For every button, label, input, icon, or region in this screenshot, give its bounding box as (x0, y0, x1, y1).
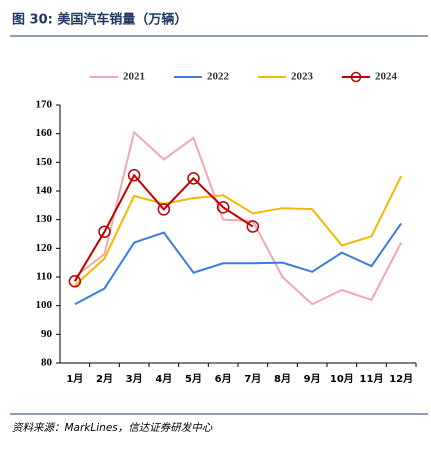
y-tick-label: 80 (41, 357, 53, 369)
point (187, 172, 200, 185)
y-tick-label: 130 (36, 213, 53, 225)
x-tick-label: 12月 (389, 373, 413, 385)
point (216, 201, 230, 214)
y-tick-label: 120 (36, 242, 53, 254)
x-tick-label: 3月 (126, 373, 143, 385)
x-tick-label: 5月 (185, 373, 202, 385)
chart-title: 图 30: 美国汽车销量（万辆） (12, 12, 187, 28)
x-tick-label: 4月 (155, 373, 172, 385)
point (157, 203, 171, 216)
y-tick-label: 90 (41, 328, 53, 340)
y-tick-label: 110 (36, 271, 52, 283)
point (246, 220, 260, 233)
series-line (74, 130, 403, 306)
y-tick-label: 100 (36, 299, 53, 311)
series-line (74, 175, 403, 287)
x-tick-label: 8月 (274, 373, 291, 385)
x-tick-label: 9月 (304, 373, 321, 385)
series-line (74, 222, 402, 306)
x-tick-label: 7月 (244, 373, 261, 385)
y-tick-label: 160 (36, 127, 53, 139)
y-tick-label: 140 (36, 185, 53, 197)
x-tick-label: 11月 (360, 373, 384, 385)
legend-label: 2022 (207, 71, 230, 83)
point (127, 168, 141, 182)
source: 资料来源：MarkLines，信达证券研发中心 (12, 422, 213, 434)
x-tick-label: 1月 (66, 373, 83, 385)
y-tick-label: 170 (36, 99, 53, 111)
legend-marker (350, 71, 362, 83)
point (98, 225, 111, 238)
point (68, 275, 82, 288)
legend-label: 2021 (123, 71, 145, 83)
y-tick-label: 150 (36, 156, 53, 168)
x-tick-label: 2月 (96, 373, 113, 385)
x-tick-label: 6月 (215, 373, 232, 385)
series-line (73, 173, 254, 282)
x-tick-label: 10月 (330, 373, 354, 385)
legend-label: 2024 (375, 71, 398, 83)
legend-label: 2023 (291, 71, 314, 83)
